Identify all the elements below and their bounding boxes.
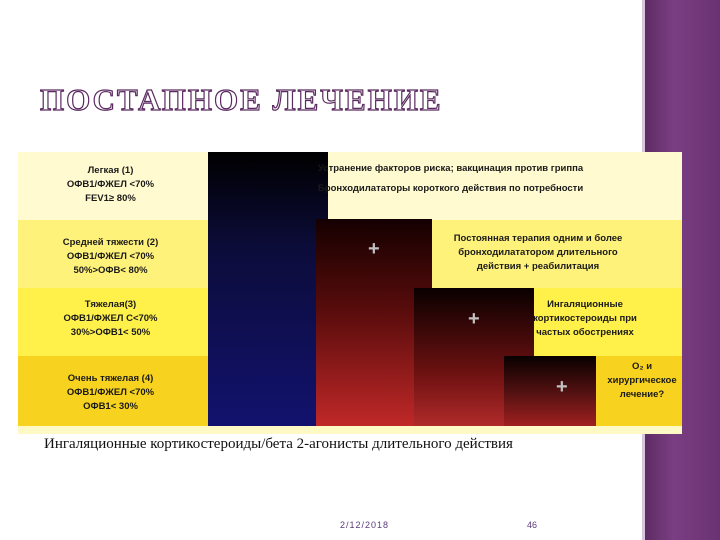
stage-4-label: Очень тяжелая (4) ОФВ1/ФЖЕЛ <70% ОФВ1< 30% (66, 373, 155, 412)
therapy-4-text: O₂ и хирургическое лечение? (607, 361, 677, 400)
therapy-block-4 (504, 356, 596, 426)
footer-page-number: 46 (527, 520, 538, 530)
therapy-2-text: Постоянная терапия одним и более бронходи… (453, 233, 623, 272)
stage-2-label: Средней тяжести (2) ОФВ1/ФЖЕЛ <70% 50%>ОФВ… (62, 237, 159, 276)
caption: Ингаляционные кортикостероиды/бета 2-аго… (44, 436, 513, 452)
plus-sign-4: + (556, 376, 568, 398)
therapy-1-line-b: Бронходилататоры короткого действия по п… (318, 183, 584, 194)
therapy-3-text: Ингаляционные кортикостероиды при частых о… (533, 299, 637, 338)
plus-sign-2: + (368, 238, 380, 260)
stage-3-label: Тяжелая(3) ОФВ1/ФЖЕЛ С<70% 30%>ОФВ1< 50% (63, 299, 158, 338)
plus-sign-3: + (468, 308, 480, 330)
therapy-block-2 (316, 219, 432, 426)
therapy-block-1 (208, 152, 328, 426)
stage-row-1 (18, 152, 682, 220)
slide-title: ПОСТАПНОЕ ЛЕЧЕНИЕ (39, 81, 443, 117)
treatment-diagram: Легкая (1) ОФВ1/ФЖЕЛ <70% FEV1≥ 80% Средне… (18, 152, 682, 434)
footer-date: 2/12/2018 (340, 520, 390, 530)
therapy-1-line-a: Устранение факторов риска; вакцинация пр… (318, 163, 584, 174)
stage-1-label: Легкая (1) ОФВ1/ФЖЕЛ <70% FEV1≥ 80% (66, 165, 155, 204)
